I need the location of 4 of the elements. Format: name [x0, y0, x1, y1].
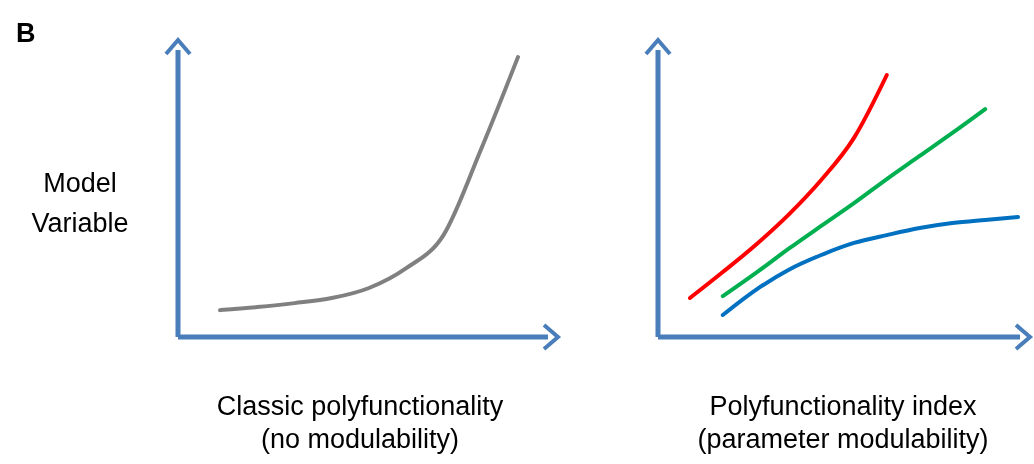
x-axis-title: Polyfunctionality index (parameter modulability) [697, 391, 989, 454]
x-axis-title: Classic polyfunctionality (no modulability) [216, 391, 504, 454]
text: B [16, 18, 36, 48]
y-axis-title: Model Variable [31, 168, 129, 238]
